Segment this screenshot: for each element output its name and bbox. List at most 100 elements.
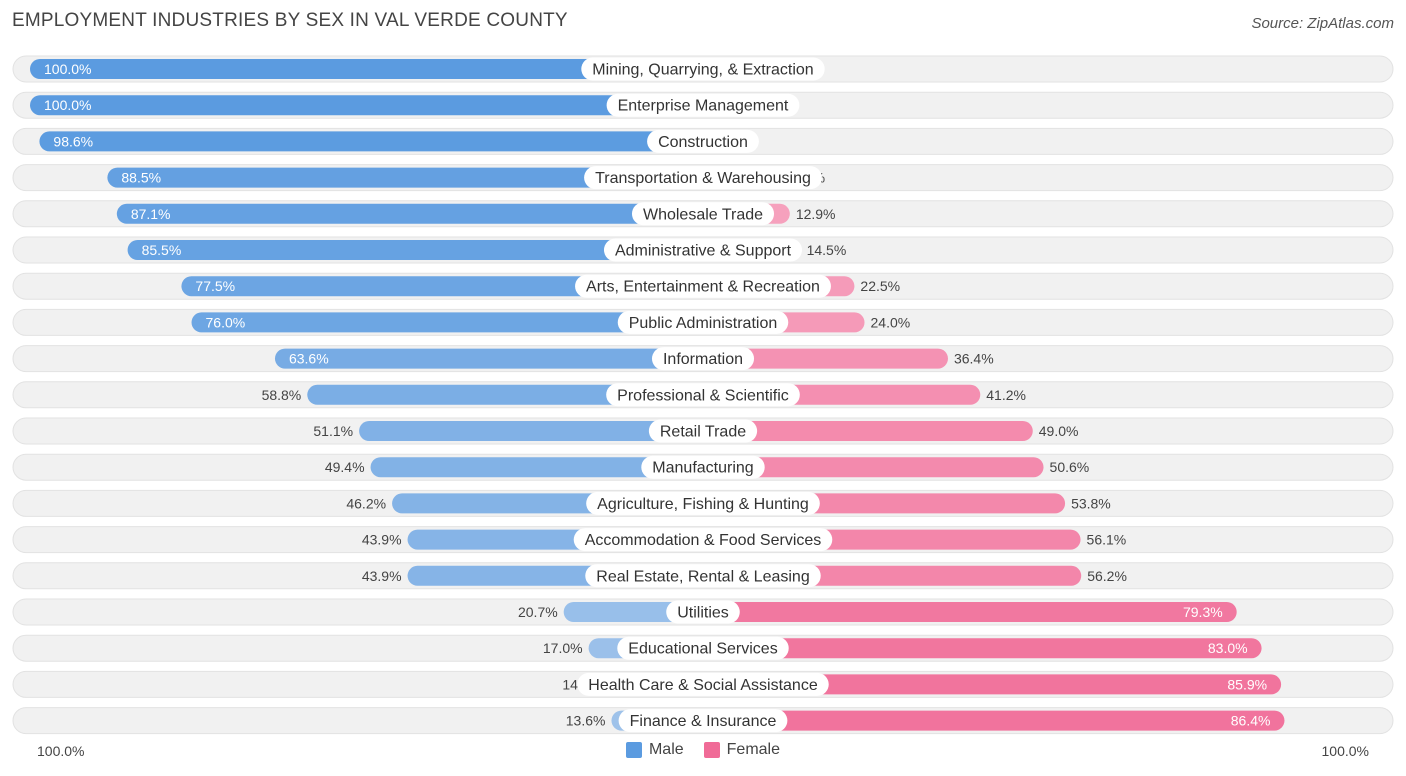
category-label: Construction — [658, 134, 748, 151]
legend-label-female: Female — [726, 741, 781, 758]
category-label-pill — [647, 129, 759, 153]
value-label-male: 43.9% — [362, 532, 402, 548]
category-label: Professional & Scientific — [617, 387, 789, 404]
bar-male — [181, 276, 704, 297]
legend: Male Female — [0, 741, 1406, 759]
value-label-female: 22.5% — [860, 278, 900, 294]
value-label-female: 79.3% — [1183, 604, 1223, 620]
value-label-male: 88.5% — [121, 170, 161, 186]
value-label-male: 51.1% — [313, 423, 353, 439]
category-label: Transportation & Warehousing — [595, 170, 811, 187]
category-label: Utilities — [677, 605, 729, 622]
bar-male — [191, 312, 703, 333]
category-label: Finance & Insurance — [630, 713, 777, 730]
value-label-female: 41.2% — [986, 387, 1026, 403]
category-label: Arts, Entertainment & Recreation — [586, 279, 820, 296]
category-label-pill — [606, 93, 800, 117]
value-label-male: 58.8% — [262, 387, 302, 403]
value-label-male: 20.7% — [518, 604, 558, 620]
legend-item-female: Female — [703, 741, 781, 759]
value-label-female: 86.4% — [1231, 713, 1271, 729]
legend-item-male: Male — [625, 741, 684, 759]
value-label-female: 83.0% — [1208, 640, 1248, 656]
category-label: Educational Services — [628, 641, 777, 658]
value-label-male: 63.6% — [289, 351, 329, 367]
value-label-female: 12.9% — [796, 206, 836, 222]
category-label: Accommodation & Food Services — [585, 532, 822, 549]
value-label-female: 14.5% — [807, 242, 847, 258]
category-label-pill — [651, 347, 755, 371]
value-label-female: 49.0% — [1039, 423, 1079, 439]
source-credit: Source: ZipAtlas.com — [1251, 15, 1394, 32]
value-label-female: 50.6% — [1050, 459, 1090, 475]
value-label-male: 43.9% — [362, 568, 402, 584]
category-label-pill — [617, 310, 789, 334]
value-label-male: 13.6% — [566, 713, 606, 729]
value-label-male: 77.5% — [195, 278, 235, 294]
bar-female — [693, 348, 948, 369]
bar-female — [693, 602, 1237, 622]
bar-male — [370, 457, 703, 478]
value-label-male: 17.0% — [543, 640, 583, 656]
category-label-pill — [617, 636, 789, 660]
value-label-male: 87.1% — [131, 206, 171, 222]
bar-male — [30, 95, 703, 116]
value-label-male: 46.2% — [346, 495, 386, 511]
value-label-female: 85.9% — [1227, 676, 1267, 692]
value-label-female: 56.2% — [1087, 568, 1127, 584]
bar-female — [693, 638, 1262, 659]
value-label-female: 53.8% — [1071, 495, 1111, 511]
value-label-female: 56.1% — [1087, 532, 1127, 548]
value-label-male: 85.5% — [142, 242, 182, 258]
value-label-male: 76.0% — [206, 314, 246, 330]
bar-chart: 100.0%0.0%Mining, Quarrying, & Extractio… — [12, 55, 1394, 735]
axis-right-label: 100.0% — [1321, 743, 1369, 759]
category-label-pill — [573, 528, 833, 552]
bar-female — [693, 457, 1044, 478]
category-label-pill — [581, 57, 825, 81]
category-label-pill — [641, 455, 765, 479]
category-label: Health Care & Social Assistance — [588, 677, 818, 694]
legend-swatch-male — [625, 742, 642, 758]
category-label-pill — [606, 383, 800, 407]
category-label: Information — [663, 351, 743, 368]
category-label-pill — [648, 419, 758, 443]
bar-female — [693, 421, 1033, 441]
axis-left-label: 100.0% — [37, 743, 85, 759]
bar-male — [359, 421, 703, 441]
bar-female — [693, 674, 1282, 695]
category-label: Mining, Quarrying, & Extraction — [592, 62, 813, 79]
value-label-female: 24.0% — [871, 314, 911, 330]
bar-male — [39, 131, 704, 152]
category-label-pill — [666, 600, 740, 624]
bar-male — [274, 348, 703, 369]
bar-female — [693, 710, 1285, 731]
category-label: Public Administration — [629, 315, 778, 332]
value-label-male: 49.4% — [325, 459, 365, 475]
category-label-pill — [575, 274, 831, 298]
category-label-pill — [618, 709, 788, 733]
bar-male — [307, 384, 703, 405]
category-label-pill — [631, 202, 775, 226]
bar-male — [30, 59, 703, 79]
category-label-pill — [584, 166, 822, 190]
category-label: Administrative & Support — [615, 243, 792, 260]
chart-title: EMPLOYMENT INDUSTRIES BY SEX IN VAL VERD… — [12, 10, 568, 31]
category-label-pill — [603, 238, 803, 262]
category-label: Real Estate, Rental & Leasing — [596, 568, 809, 585]
legend-swatch-female — [703, 742, 720, 758]
bar-male — [107, 167, 703, 188]
value-label-male: 100.0% — [44, 97, 91, 113]
category-label-pill — [586, 491, 820, 515]
value-label-male: 100.0% — [44, 61, 91, 77]
category-label: Wholesale Trade — [643, 206, 763, 223]
category-label: Retail Trade — [660, 424, 746, 441]
category-label: Enterprise Management — [618, 98, 789, 115]
bar-male — [127, 240, 703, 260]
bar-male — [116, 203, 703, 224]
legend-label-male: Male — [648, 741, 684, 758]
value-label-female: 36.4% — [954, 351, 994, 367]
category-label: Manufacturing — [652, 460, 753, 477]
category-label: Agriculture, Fishing & Hunting — [597, 496, 809, 513]
category-label-pill — [577, 672, 829, 696]
